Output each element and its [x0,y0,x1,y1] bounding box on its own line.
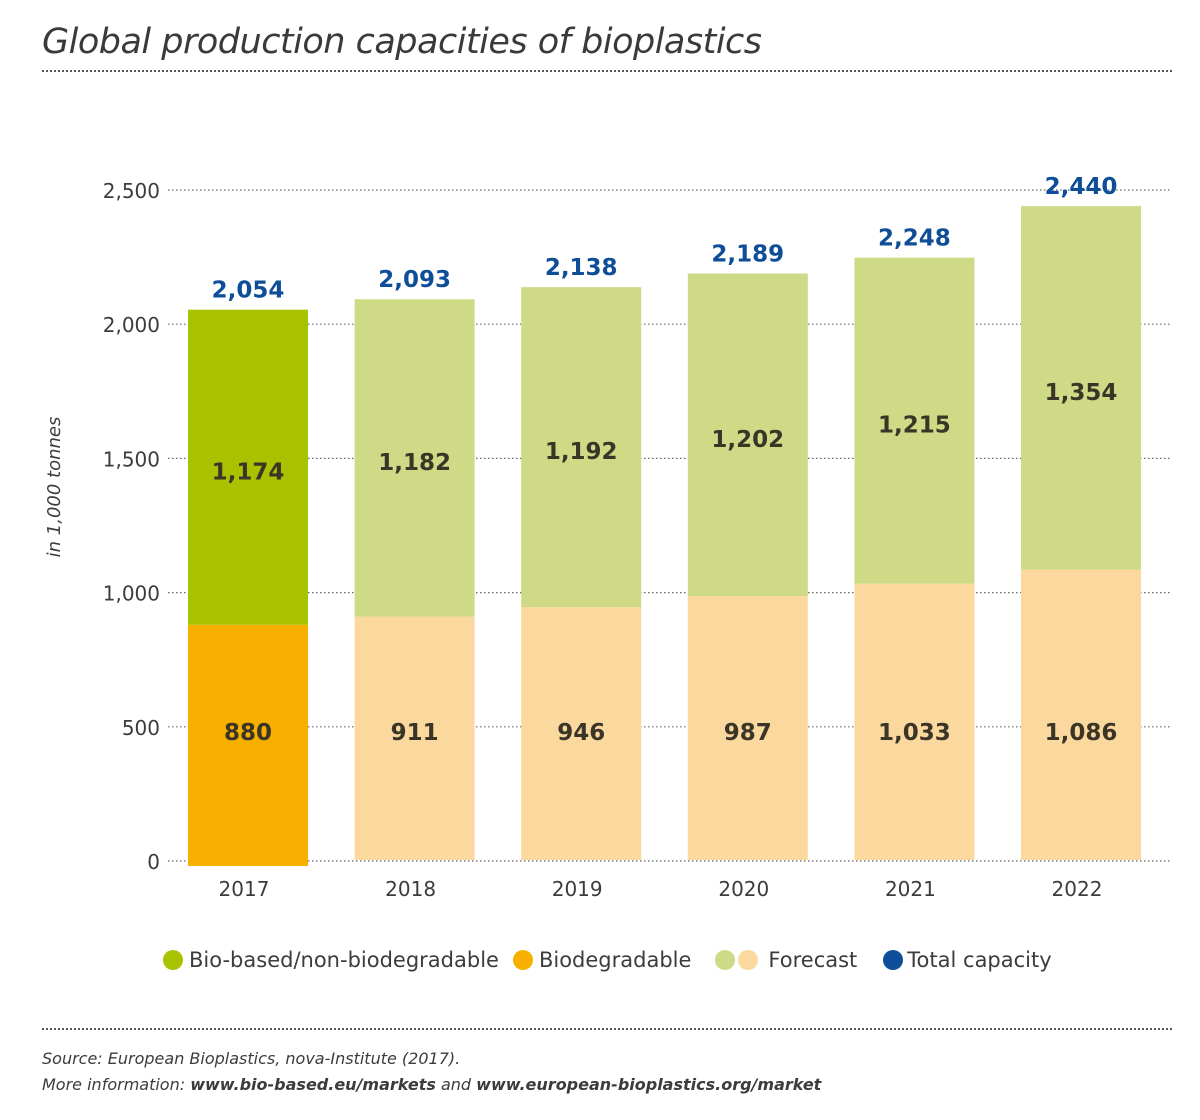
source-note: Source: European Bioplastics, nova-Insti… [42,1046,821,1098]
legend-swatch-biodegradable [512,950,533,970]
y-tick-label: 1,000 [103,582,160,606]
bottom-divider [42,1028,1172,1030]
legend-label: Total capacity [907,948,1052,972]
bar-biodegradable [1021,569,1141,860]
data-label-bio-based: 1,215 [878,413,951,439]
legend-item-biodegradable: Biodegradable [512,948,692,972]
bar-bio-based [354,299,475,617]
x-tick-label: 2017 [219,877,270,901]
bar-biodegradable [687,596,808,860]
link-european-bioplastics[interactable]: www.european-bioplastics.org/market [476,1075,822,1094]
more-info-and: and [435,1075,477,1094]
data-label-biodegradable: 911 [391,720,439,746]
legend-item-total: Total capacity [883,948,1052,972]
x-tick-label: 2021 [885,877,936,901]
data-label-bio-based: 1,192 [545,439,618,465]
data-label-bio-based: 1,182 [378,450,451,476]
data-label-total: 2,054 [212,278,285,304]
bar-bio-based [687,273,808,597]
link-bio-based[interactable]: www.bio-based.eu/markets [190,1075,436,1094]
bar-biodegradable [521,607,642,860]
data-label-bio-based: 1,174 [212,459,285,485]
legend-swatch-bio-based [163,950,183,970]
y-tick-label: 500 [122,716,160,740]
bar-biodegradable [354,616,475,860]
bar-bio-based [1021,206,1141,570]
data-label-biodegradable: 880 [224,720,272,746]
data-label-total: 2,248 [878,226,951,252]
data-label-bio-based: 1,202 [711,427,784,453]
legend-label: Bio-based/non-biodegradable [189,948,499,972]
y-tick-label: 2,500 [103,179,160,203]
top-divider [42,70,1172,72]
legend-label: Biodegradable [538,948,692,972]
y-axis-label: in 1,000 tonnes [44,417,65,558]
data-label-total: 2,138 [545,255,618,281]
bar-biodegradable [188,624,308,866]
more-info: More information: www.bio-based.eu/marke… [42,1072,821,1098]
source-text: Source: European Bioplastics, nova-Insti… [42,1049,461,1068]
bar-biodegradable [854,583,975,860]
x-tick-label: 2022 [1052,877,1103,901]
y-tick-label: 0 [147,850,160,874]
legend-item-forecast: Forecast [715,948,857,972]
y-tick-label: 2,000 [103,313,160,337]
legend-item-bio-based: Bio-based/non-biodegradable [163,948,499,972]
x-tick-label: 2019 [552,877,603,901]
x-tick-label: 2018 [385,877,436,901]
bar-bio-based [188,309,308,625]
legend: Bio-based/non-biodegradable Biodegradabl… [163,948,1066,972]
data-label-biodegradable: 1,086 [1045,720,1118,746]
chart-title: Global production capacities of bioplast… [42,22,762,62]
data-label-total: 2,440 [1045,174,1118,200]
data-label-biodegradable: 946 [557,720,605,746]
legend-swatch-total [883,950,904,970]
bar-bio-based [854,257,975,584]
data-label-biodegradable: 987 [724,720,772,746]
x-tick-label: 2020 [718,877,769,901]
data-label-total: 2,093 [378,267,451,293]
legend-swatch-forecast-green [715,950,736,970]
data-label-bio-based: 1,354 [1045,380,1118,406]
more-info-prefix: More information: [42,1075,191,1094]
legend-label: Forecast [768,948,858,972]
bar-bio-based [521,287,642,608]
data-label-total: 2,189 [711,241,784,267]
y-tick-label: 1,500 [103,447,160,471]
data-label-biodegradable: 1,033 [878,720,951,746]
legend-swatch-forecast-orange [738,950,759,970]
